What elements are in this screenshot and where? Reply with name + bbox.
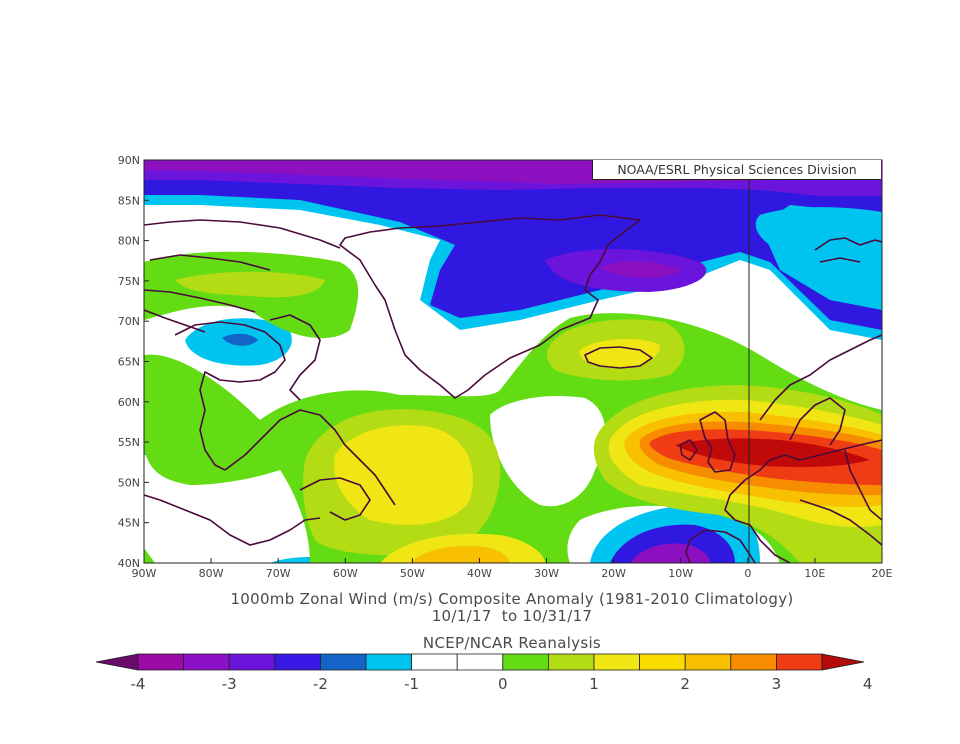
coast-baffin-island — [269, 314, 321, 401]
colorbar-left-arrow — [95, 653, 139, 671]
cyan-right-lobe — [755, 207, 882, 268]
blue-hudson — [222, 333, 258, 346]
yellow-newfoundland — [334, 425, 473, 525]
plot-title: 1000mb Zonal Wind (m/s) Composite Anomal… — [230, 590, 794, 608]
white-mid-gap — [490, 395, 606, 507]
lime-canada — [175, 271, 325, 298]
credit-label: NOAA/ESRL Physical Sciences Division — [592, 160, 881, 180]
lon-tick-label: 40W — [467, 567, 492, 580]
colorbar-swatch — [228, 653, 276, 671]
lon-tick-label: 80W — [199, 567, 224, 580]
colorbar-swatch — [593, 653, 640, 671]
lon-tick-label: 30W — [534, 567, 559, 580]
colorbar-swatch — [319, 653, 367, 671]
purple-south — [630, 543, 710, 563]
coast-iceland — [584, 346, 653, 369]
dark-purple-core — [600, 261, 680, 278]
colorbar-right-arrow — [821, 653, 865, 671]
coast-hudson-bay — [174, 321, 286, 471]
coast-british-isles — [679, 411, 736, 473]
colorbar-tick-label: -3 — [222, 675, 237, 693]
plot-date-range: 10/1/17 to 10/31/17 — [431, 607, 593, 625]
coast-canadian-arctic — [144, 219, 341, 333]
colorbar-tick-label: -1 — [404, 675, 419, 693]
lon-tick-label: 90W — [132, 567, 157, 580]
lon-tick-label: 0 — [744, 567, 751, 580]
colorbar-swatch — [456, 653, 504, 671]
latitude-ticks: 90N 85N 80N 75N 70N 65N 60N 55N 50N 45N 40N — [118, 154, 149, 570]
coast-baltic — [799, 449, 882, 546]
lon-tick-label: 20W — [601, 567, 626, 580]
colorbar-swatch — [137, 653, 184, 671]
anomaly-field — [144, 160, 882, 563]
colorbar-swatch — [730, 653, 777, 671]
coast-scandinavia — [759, 334, 882, 446]
colorbar: -4 -3 -2 -1 0 1 2 3 4 — [95, 653, 873, 693]
colorbar-tick-label: 4 — [863, 675, 873, 693]
colorbar-swatch — [183, 653, 230, 671]
colorbar-tick-label: -2 — [313, 675, 328, 693]
colorbar-swatch — [274, 653, 321, 671]
colorbar-swatch — [502, 653, 549, 671]
lat-tick-label: 45N — [118, 517, 140, 530]
colorbar-swatch — [684, 653, 732, 671]
colorbar-tick-label: 3 — [772, 675, 782, 693]
coast-iberia — [685, 529, 756, 563]
coast-labrador-nl — [224, 409, 396, 521]
lon-tick-label: 70W — [266, 567, 291, 580]
lat-tick-label: 85N — [118, 194, 140, 207]
colorbar-swatch — [548, 653, 595, 671]
blue-band — [144, 160, 882, 330]
lat-tick-label: 65N — [118, 356, 140, 369]
colorbar-tick-label: -4 — [131, 675, 146, 693]
coast-europe-mainland — [724, 439, 882, 563]
colorbar-tick-label: 0 — [498, 675, 508, 693]
longitude-ticks: 90W 80W 70W 60W 50W 40W 30W 20W 10W 0 10E 20E — [132, 558, 893, 580]
lon-tick-label: 60W — [333, 567, 358, 580]
coast-greenland — [339, 214, 641, 399]
coastlines — [144, 214, 882, 563]
gold-south-atlantic — [410, 545, 510, 563]
lat-tick-label: 90N — [118, 154, 140, 167]
plot-source: NCEP/NCAR Reanalysis — [422, 634, 602, 652]
lat-tick-label: 80N — [118, 235, 140, 248]
lat-tick-label: 60N — [118, 396, 140, 409]
lon-tick-label: 10W — [668, 567, 693, 580]
colorbar-tick-label: 1 — [589, 675, 599, 693]
colorbar-swatch — [639, 653, 686, 671]
colorbar-swatch — [776, 653, 823, 671]
lat-tick-label: 40N — [118, 557, 140, 570]
lat-tick-label: 55N — [118, 436, 140, 449]
dark-red-europe — [675, 438, 870, 468]
lon-tick-label: 50W — [400, 567, 425, 580]
coast-us-east — [144, 494, 321, 546]
lat-tick-label: 75N — [118, 275, 140, 288]
lon-tick-label: 20E — [872, 567, 893, 580]
yellow-iceland — [579, 338, 660, 368]
colorbar-tick-label: 2 — [680, 675, 690, 693]
green-bottom-left — [144, 548, 155, 563]
lat-tick-label: 70N — [118, 315, 140, 328]
coast-svalbard — [814, 237, 882, 263]
lon-tick-label: 10E — [804, 567, 825, 580]
colorbar-swatch — [365, 653, 412, 671]
colorbar-swatch — [411, 653, 458, 671]
lat-tick-label: 50N — [118, 476, 140, 489]
